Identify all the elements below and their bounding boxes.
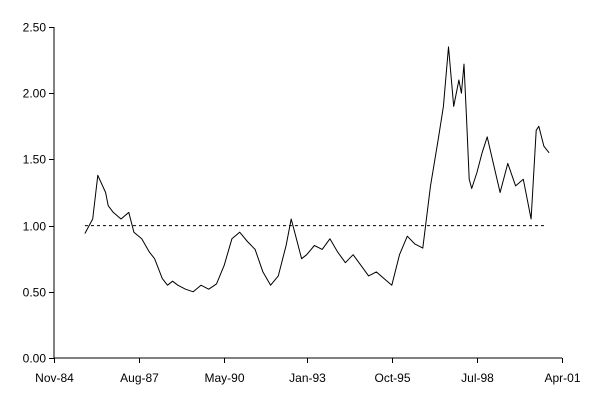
x-tick-label: Jul-98 xyxy=(461,371,494,385)
x-tick-label: May-90 xyxy=(204,371,244,385)
y-tick-label: 2.00 xyxy=(23,87,47,101)
y-tick-label: 1.00 xyxy=(23,220,47,234)
series-group xyxy=(84,46,550,293)
x-tick-label: Oct-95 xyxy=(374,371,410,385)
y-tick-label: 0.50 xyxy=(23,286,47,300)
x-tick-label: Aug-87 xyxy=(120,371,159,385)
x-tick-label: Jan-93 xyxy=(289,371,326,385)
y-tick-label: 0.00 xyxy=(23,352,47,366)
x-axis: Nov-84 Aug-87 May-90 Jan-93 Oct-95 Jul-98 Apr-… xyxy=(35,357,581,385)
y-tick-label: 2.50 xyxy=(23,21,47,35)
x-tick-label: Apr-01 xyxy=(544,371,580,385)
x-tick-label: Nov-84 xyxy=(35,371,74,385)
y-axis: 0.00 0.50 1.00 1.50 2.00 2.50 xyxy=(23,21,55,366)
series-line xyxy=(84,46,550,293)
y-tick-label: 1.50 xyxy=(23,153,47,167)
